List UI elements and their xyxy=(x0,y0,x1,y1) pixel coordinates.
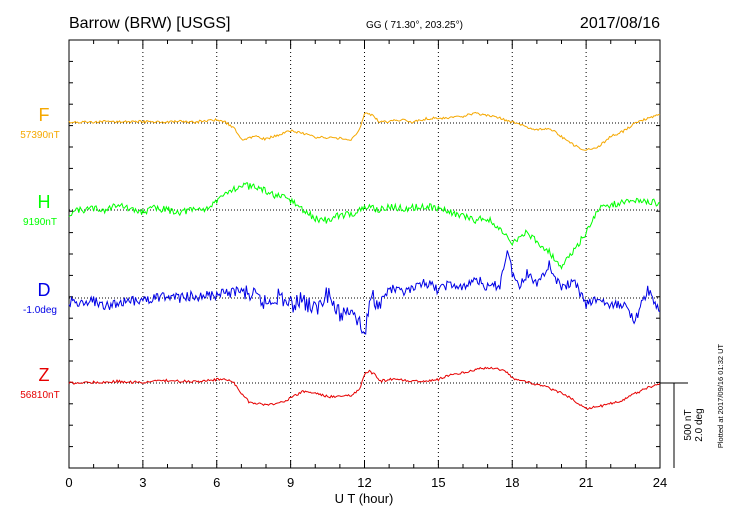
series-name-d: D xyxy=(38,280,51,300)
x-tick-label: 0 xyxy=(65,475,72,490)
x-tick-label: 21 xyxy=(579,475,593,490)
series-line-z xyxy=(68,366,661,411)
grid xyxy=(142,40,587,468)
x-tick-label: 24 xyxy=(653,475,667,490)
coords-label: GG ( 71.30°, 203.25°) xyxy=(366,20,463,31)
series-line-h xyxy=(68,182,661,270)
x-tick-labels: 0 3 6 9 12 15 18 21 24 xyxy=(65,475,667,490)
series-baseline-f: 57390nT xyxy=(20,130,59,141)
series-name-f: F xyxy=(39,105,50,125)
x-tick-label: 6 xyxy=(213,475,220,490)
x-tick-label: 18 xyxy=(505,475,519,490)
series-baseline-h: 9190nT xyxy=(23,217,57,228)
axis-ticks xyxy=(68,40,661,469)
series-labels: F 57390nT H 9190nT D -1.0deg Z 56810nT xyxy=(20,105,59,401)
series-line-d xyxy=(68,250,661,335)
series-lines xyxy=(68,111,661,411)
station-title: Barrow (BRW) [USGS] xyxy=(69,15,231,32)
baselines xyxy=(69,122,660,384)
scale-nt-label: 500 nT xyxy=(683,409,694,440)
x-tick-label: 15 xyxy=(431,475,445,490)
date-label: 2017/08/16 xyxy=(580,15,660,32)
x-tick-label: 12 xyxy=(357,475,371,490)
x-tick-label: 9 xyxy=(287,475,294,490)
series-baseline-d: -1.0deg xyxy=(23,305,57,316)
series-baseline-z: 56810nT xyxy=(20,390,59,401)
series-line-f xyxy=(68,111,661,151)
series-name-h: H xyxy=(38,192,51,212)
plotted-at-label: Plotted at 2017/09/16 01:32 UT xyxy=(716,343,725,448)
x-tick-label: 3 xyxy=(139,475,146,490)
x-axis-label: U T (hour) xyxy=(335,491,394,506)
scale-deg-label: 2.0 deg xyxy=(694,408,705,441)
series-name-z: Z xyxy=(39,365,50,385)
